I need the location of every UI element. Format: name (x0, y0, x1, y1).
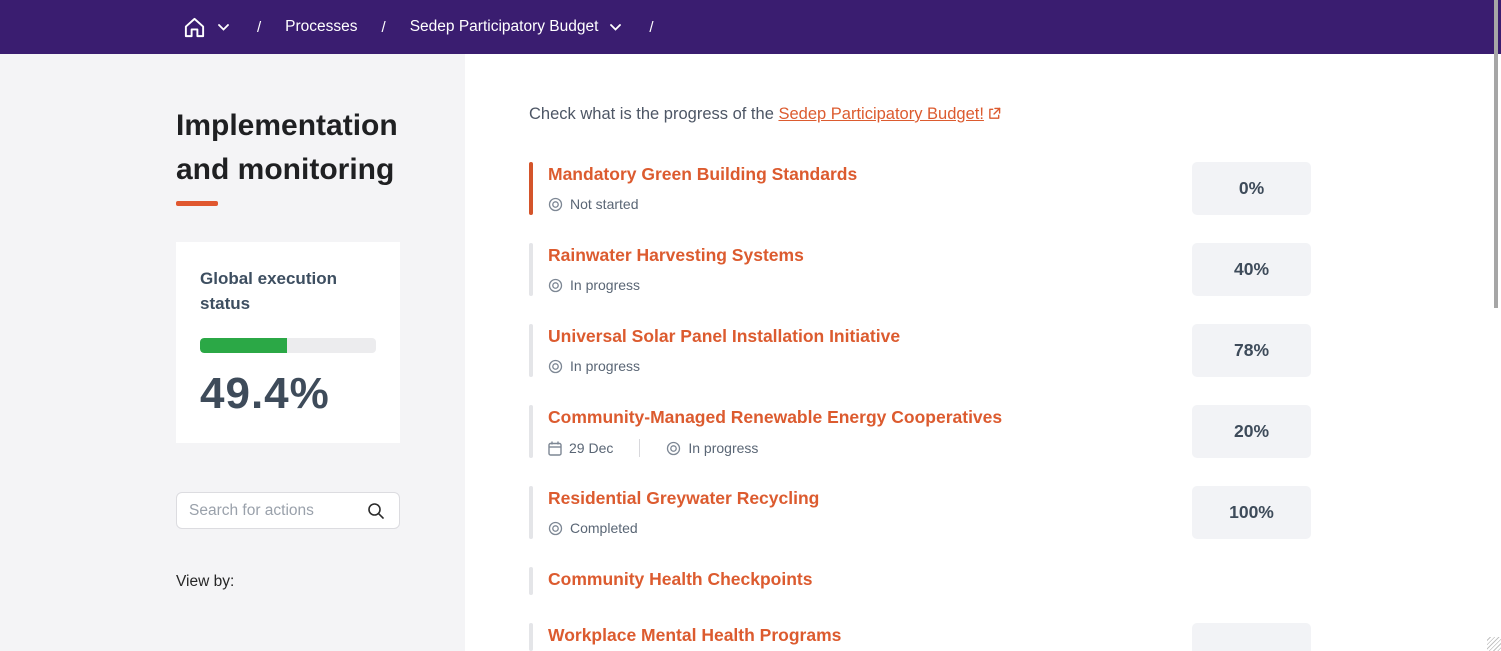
action-title-link[interactable]: Universal Solar Panel Installation Initi… (548, 326, 901, 346)
action-date: 29 Dec (548, 440, 613, 456)
title-accent-underline (176, 201, 218, 206)
global-progress-fill (200, 338, 287, 353)
action-title-link[interactable]: Workplace Mental Health Programs (548, 625, 842, 645)
action-accent-bar (529, 324, 533, 377)
action-status: In progress (548, 277, 640, 293)
percent-value: 20% (1233, 421, 1270, 441)
percent-box: 40% (1192, 243, 1311, 296)
breadcrumb: / Processes / Sedep Participatory Budget… (183, 16, 678, 39)
breadcrumb-process-link[interactable]: Sedep Participatory Budget (409, 18, 599, 35)
action-item-row: Rainwater Harvesting Systems In progress 4… (529, 243, 1311, 296)
status-label: Completed (570, 520, 638, 536)
search-icon[interactable] (365, 500, 387, 522)
window-resize-handle[interactable] (1487, 637, 1501, 651)
action-title-link[interactable]: Rainwater Harvesting Systems (548, 245, 804, 265)
date-label: 29 Dec (569, 440, 614, 456)
action-item-row: Community Health Checkpoints (529, 567, 1311, 595)
action-status: In progress (548, 358, 640, 374)
action-meta-row: Not started (548, 196, 1192, 212)
action-title-link[interactable]: Mandatory Green Building Standards (548, 164, 858, 184)
action-item-row: Residential Greywater Recycling Completed… (529, 486, 1311, 539)
home-link[interactable] (183, 16, 206, 39)
view-by-label: View by: (176, 573, 235, 590)
search-input[interactable] (189, 501, 365, 520)
status-target-icon (548, 521, 563, 535)
percent-value: 0% (1238, 178, 1265, 198)
breadcrumb-processes-link[interactable]: Processes (285, 18, 358, 35)
action-item-body: Community Health Checkpoints (529, 567, 1311, 595)
action-item-row: Community-Managed Renewable Energy Coope… (529, 405, 1311, 458)
percent-box: 20% (1192, 405, 1311, 458)
global-execution-status-card: Global execution status 49.4% (176, 242, 400, 443)
status-target-icon (548, 197, 563, 211)
action-item-row: Workplace Mental Health Programs (529, 623, 1311, 651)
home-icon (183, 16, 206, 39)
action-item-body: Residential Greywater Recycling Completed (529, 486, 1192, 539)
actions-search (176, 492, 400, 529)
actions-list: Mandatory Green Building Standards Not st… (529, 162, 1311, 651)
percent-box (1192, 623, 1311, 651)
action-status: Completed (548, 520, 638, 536)
status-label: In progress (570, 358, 641, 374)
action-accent-bar (529, 162, 533, 215)
percent-box: 78% (1192, 324, 1311, 377)
breadcrumb-separator: / (381, 18, 386, 36)
global-progress-percent: 49.4% (200, 369, 330, 418)
action-accent-bar (529, 567, 533, 595)
status-target-icon (667, 441, 681, 455)
action-item-body: Mandatory Green Building Standards Not st… (529, 162, 1192, 215)
status-target-icon (548, 278, 563, 292)
action-meta-row: 29 Dec In progress (548, 439, 1192, 457)
percent-value: 100% (1229, 502, 1274, 522)
action-item-body: Universal Solar Panel Installation Initi… (529, 324, 1192, 377)
action-title-link[interactable]: Residential Greywater Recycling (548, 488, 820, 508)
status-card-title: Global execution status (200, 269, 337, 313)
action-item-row: Mandatory Green Building Standards Not st… (529, 162, 1311, 215)
action-title-link[interactable]: Community-Managed Renewable Energy Coope… (548, 407, 1003, 427)
action-item-body: Rainwater Harvesting Systems In progress (529, 243, 1192, 296)
breadcrumb-separator: / (257, 18, 262, 36)
action-status: Not started (548, 196, 638, 212)
action-status: In progress (666, 440, 758, 456)
status-label: In progress (570, 277, 641, 293)
action-meta-row: In progress (548, 277, 1192, 293)
scrollbar-thumb[interactable] (1494, 0, 1498, 308)
percent-box: 100% (1192, 486, 1311, 539)
page-title: Implementation and monitoring (176, 109, 398, 186)
calendar-icon (548, 441, 562, 456)
top-navigation-bar: / Processes / Sedep Participatory Budget… (0, 0, 1501, 54)
process-progress-link-label: Sedep Participatory Budget! (778, 105, 984, 123)
main-content: Check what is the progress of the Sedep … (465, 54, 1501, 651)
intro-text: Check what is the progress of the Sedep … (529, 105, 1501, 124)
process-progress-link[interactable]: Sedep Participatory Budget! (778, 105, 1001, 123)
external-link-icon (988, 107, 1001, 120)
sidebar: Implementation and monitoring Global exe… (0, 54, 465, 651)
action-meta-row: In progress (548, 358, 1192, 374)
action-accent-bar (529, 623, 533, 651)
action-item-row: Universal Solar Panel Installation Initi… (529, 324, 1311, 377)
action-accent-bar (529, 405, 533, 458)
intro-prefix: Check what is the progress of the (529, 105, 774, 123)
action-meta-row: Completed (548, 520, 1192, 536)
process-dropdown-chevron-icon[interactable] (606, 20, 625, 35)
percent-box: 0% (1192, 162, 1311, 215)
status-target-icon (548, 359, 563, 373)
percent-value: 78% (1233, 340, 1270, 360)
action-item-body: Community-Managed Renewable Energy Coope… (529, 405, 1192, 458)
action-item-body: Workplace Mental Health Programs (529, 623, 1192, 651)
global-progress-bar (200, 338, 376, 353)
action-accent-bar (529, 243, 533, 296)
action-title-link[interactable]: Community Health Checkpoints (548, 569, 813, 589)
breadcrumb-separator: / (649, 18, 654, 36)
home-dropdown-chevron-icon[interactable] (214, 20, 233, 35)
percent-value: 40% (1233, 259, 1270, 279)
meta-divider (639, 439, 641, 457)
status-label: Not started (570, 196, 639, 212)
status-label: In progress (688, 440, 759, 456)
action-accent-bar (529, 486, 533, 539)
